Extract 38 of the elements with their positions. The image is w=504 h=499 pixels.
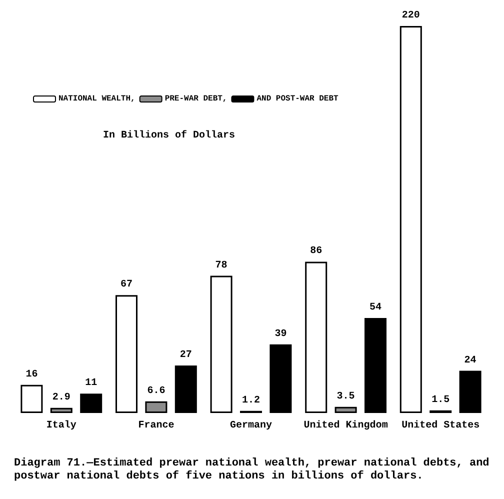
bar [400, 26, 422, 413]
data-label: 78 [215, 260, 228, 272]
data-label: 11 [85, 378, 98, 390]
text: In Billions of Dollars [103, 130, 236, 142]
bar [80, 394, 102, 413]
bar [305, 262, 328, 413]
bar [270, 344, 292, 413]
x-tick-label: France [138, 420, 174, 432]
data-label: 86 [310, 246, 322, 258]
legend-label: AND POST-WAR DEBT [256, 94, 339, 104]
bar [334, 406, 357, 413]
data-label: 220 [402, 10, 420, 22]
data-label: 27 [180, 350, 192, 362]
bar [459, 370, 482, 413]
data-label: 39 [274, 328, 287, 340]
data-label: 3.5 [336, 391, 355, 402]
data-label: 67 [120, 280, 133, 291]
x-tick-label: Germany [230, 420, 272, 432]
data-label: 1.2 [242, 395, 260, 406]
bar [116, 295, 138, 413]
bar [364, 318, 386, 413]
data-label: 6.6 [147, 386, 166, 397]
data-label: 54 [369, 302, 382, 314]
bar [174, 366, 197, 413]
x-tick-label: United Kingdom [304, 420, 388, 432]
bar [20, 384, 43, 413]
data-label: 24 [464, 355, 476, 366]
bar [210, 276, 232, 413]
x-tick-label: Italy [46, 420, 76, 432]
x-tick-label: United States [402, 420, 480, 432]
data-label: 1.5 [432, 394, 450, 406]
data-label: 16 [26, 369, 38, 380]
text: Diagram 71.—Estimated prewar national wealth, prewar national debts, and postwar national debts of five nations in billions of dollars. [14, 458, 496, 482]
bar [50, 408, 72, 413]
legend-label: NATIONAL WEALTH, [58, 94, 136, 104]
legend-label: PRE-WAR DEBT, [164, 94, 228, 104]
bar [145, 401, 168, 413]
data-label: 2.9 [52, 392, 70, 404]
